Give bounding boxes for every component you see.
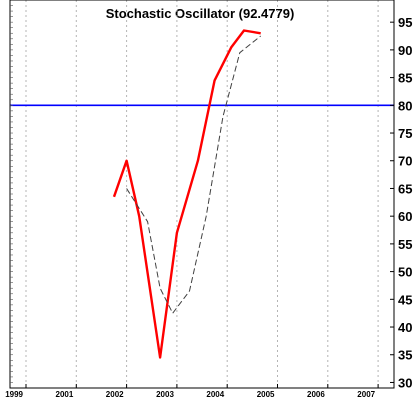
y-tick-label: 40 xyxy=(398,320,412,335)
y-tick-label: 35 xyxy=(398,348,412,363)
x-tick-label: 2001 xyxy=(56,390,74,399)
x-tick-label: 1999 xyxy=(5,390,23,399)
y-tick-label: 85 xyxy=(398,71,412,86)
y-tick-label: 55 xyxy=(398,237,412,252)
stochastic-line xyxy=(112,29,261,359)
x-tick-label: 2004 xyxy=(206,390,224,399)
x-tick-label: 2007 xyxy=(357,390,375,399)
signal-line xyxy=(126,35,262,314)
x-tick-label: 2003 xyxy=(156,390,174,399)
y-tick-label: 65 xyxy=(398,181,412,196)
y-tick-label: 60 xyxy=(398,209,412,224)
x-tick-label: 2006 xyxy=(307,390,325,399)
y-tick-label: 30 xyxy=(398,375,412,390)
y-tick-label: 90 xyxy=(398,43,412,58)
y-tick-label: 70 xyxy=(398,154,412,169)
plot-frame xyxy=(9,0,395,389)
y-tick-label: 75 xyxy=(398,126,412,141)
series-layer xyxy=(112,29,262,359)
x-tick-label: 2005 xyxy=(257,390,275,399)
chart-title: Stochastic Oscillator (92.4779) xyxy=(106,6,295,21)
grid-layer xyxy=(25,0,379,388)
axis-layer: 1999 2001 2002 2003 2004 2005 2006 2007 30 35 40 45… xyxy=(5,0,412,399)
y-tick-label: 50 xyxy=(398,265,412,280)
y-tick-label: 95 xyxy=(398,15,412,30)
y-tick-label: 45 xyxy=(398,292,412,307)
x-tick-label: 2002 xyxy=(106,390,124,399)
y-tick-label: 80 xyxy=(398,98,412,113)
